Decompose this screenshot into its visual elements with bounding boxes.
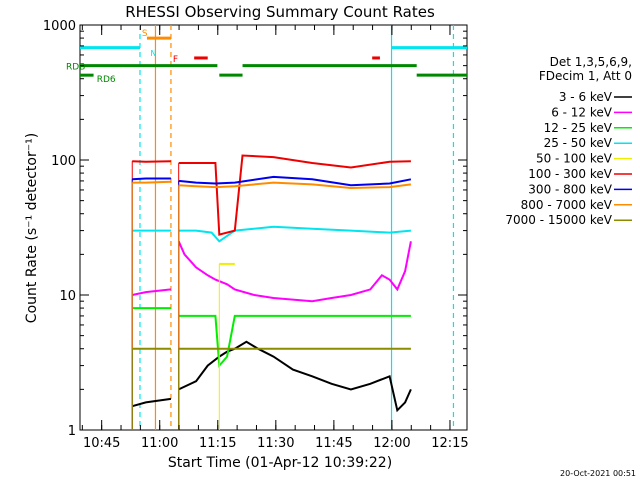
legend-label: 6 - 12 keV bbox=[551, 105, 613, 119]
legend-label: 50 - 100 keV bbox=[536, 152, 613, 166]
legend: Det 1,3,5,6,9, FDecim 1, Att 0 3 - 6 keV… bbox=[505, 55, 632, 227]
y-tick-label: 1000 bbox=[43, 19, 76, 34]
legend-label: 800 - 7000 keV bbox=[521, 198, 613, 212]
legend-header-line-2: FDecim 1, Att 0 bbox=[539, 69, 632, 83]
x-tick-label: 12:00 bbox=[373, 436, 410, 451]
y-tick-label: 10 bbox=[59, 289, 76, 304]
status-bar-label: F bbox=[173, 55, 178, 65]
legend-label: 7000 - 15000 keV bbox=[505, 213, 612, 227]
chart-title: RHESSI Observing Summary Count Rates bbox=[125, 3, 435, 21]
status-bar-label: RDB bbox=[66, 63, 85, 73]
x-tick-label: 11:00 bbox=[141, 436, 178, 451]
y-axis-ticks: 1 10 100 1000 bbox=[43, 19, 467, 439]
legend-label: 100 - 300 keV bbox=[528, 167, 612, 181]
legend-label: 3 - 6 keV bbox=[559, 90, 613, 104]
x-axis-label: Start Time (01-Apr-12 10:39:22) bbox=[168, 455, 392, 471]
series-line bbox=[132, 180, 412, 190]
x-tick-label: 11:30 bbox=[257, 436, 294, 451]
timestamp: 20-Oct-2021 00:51 bbox=[560, 469, 636, 478]
status-bar-label: N bbox=[150, 49, 156, 58]
series-line bbox=[132, 175, 412, 187]
series-line bbox=[132, 307, 411, 369]
y-axis-label: Count Rate (s⁻¹ detector⁻¹) bbox=[24, 133, 40, 323]
legend-label: 12 - 25 keV bbox=[544, 121, 613, 135]
status-bar-label: RD6 bbox=[97, 75, 116, 85]
x-axis-ticks: 10:45 11:00 11:15 11:30 11:45 12:00 12:15 bbox=[81, 25, 469, 451]
legend-label: 25 - 50 keV bbox=[544, 136, 613, 150]
legend-label: 300 - 800 keV bbox=[528, 182, 612, 196]
series-lines bbox=[131, 154, 412, 430]
series-line bbox=[131, 240, 412, 303]
y-tick-label: 1 bbox=[68, 424, 76, 439]
series-line bbox=[132, 154, 411, 236]
plot-frame bbox=[79, 24, 468, 431]
series-line bbox=[131, 340, 412, 413]
x-tick-label: 11:45 bbox=[315, 436, 352, 451]
vertical-markers bbox=[139, 25, 455, 430]
x-tick-label: 10:45 bbox=[83, 436, 120, 451]
x-tick-label: 12:15 bbox=[431, 436, 468, 451]
plot-area: S N F RDB RD6 1 10 100 1000 10:45 11:00 11:15 11:3… bbox=[43, 19, 469, 451]
y-tick-label: 100 bbox=[51, 154, 76, 169]
status-bar-label: S bbox=[142, 29, 148, 39]
status-bars: S N F RDB RD6 bbox=[66, 29, 467, 85]
series-line bbox=[132, 225, 411, 243]
legend-header-line-1: Det 1,3,5,6,9, bbox=[550, 55, 632, 69]
x-tick-label: 11:15 bbox=[199, 436, 236, 451]
